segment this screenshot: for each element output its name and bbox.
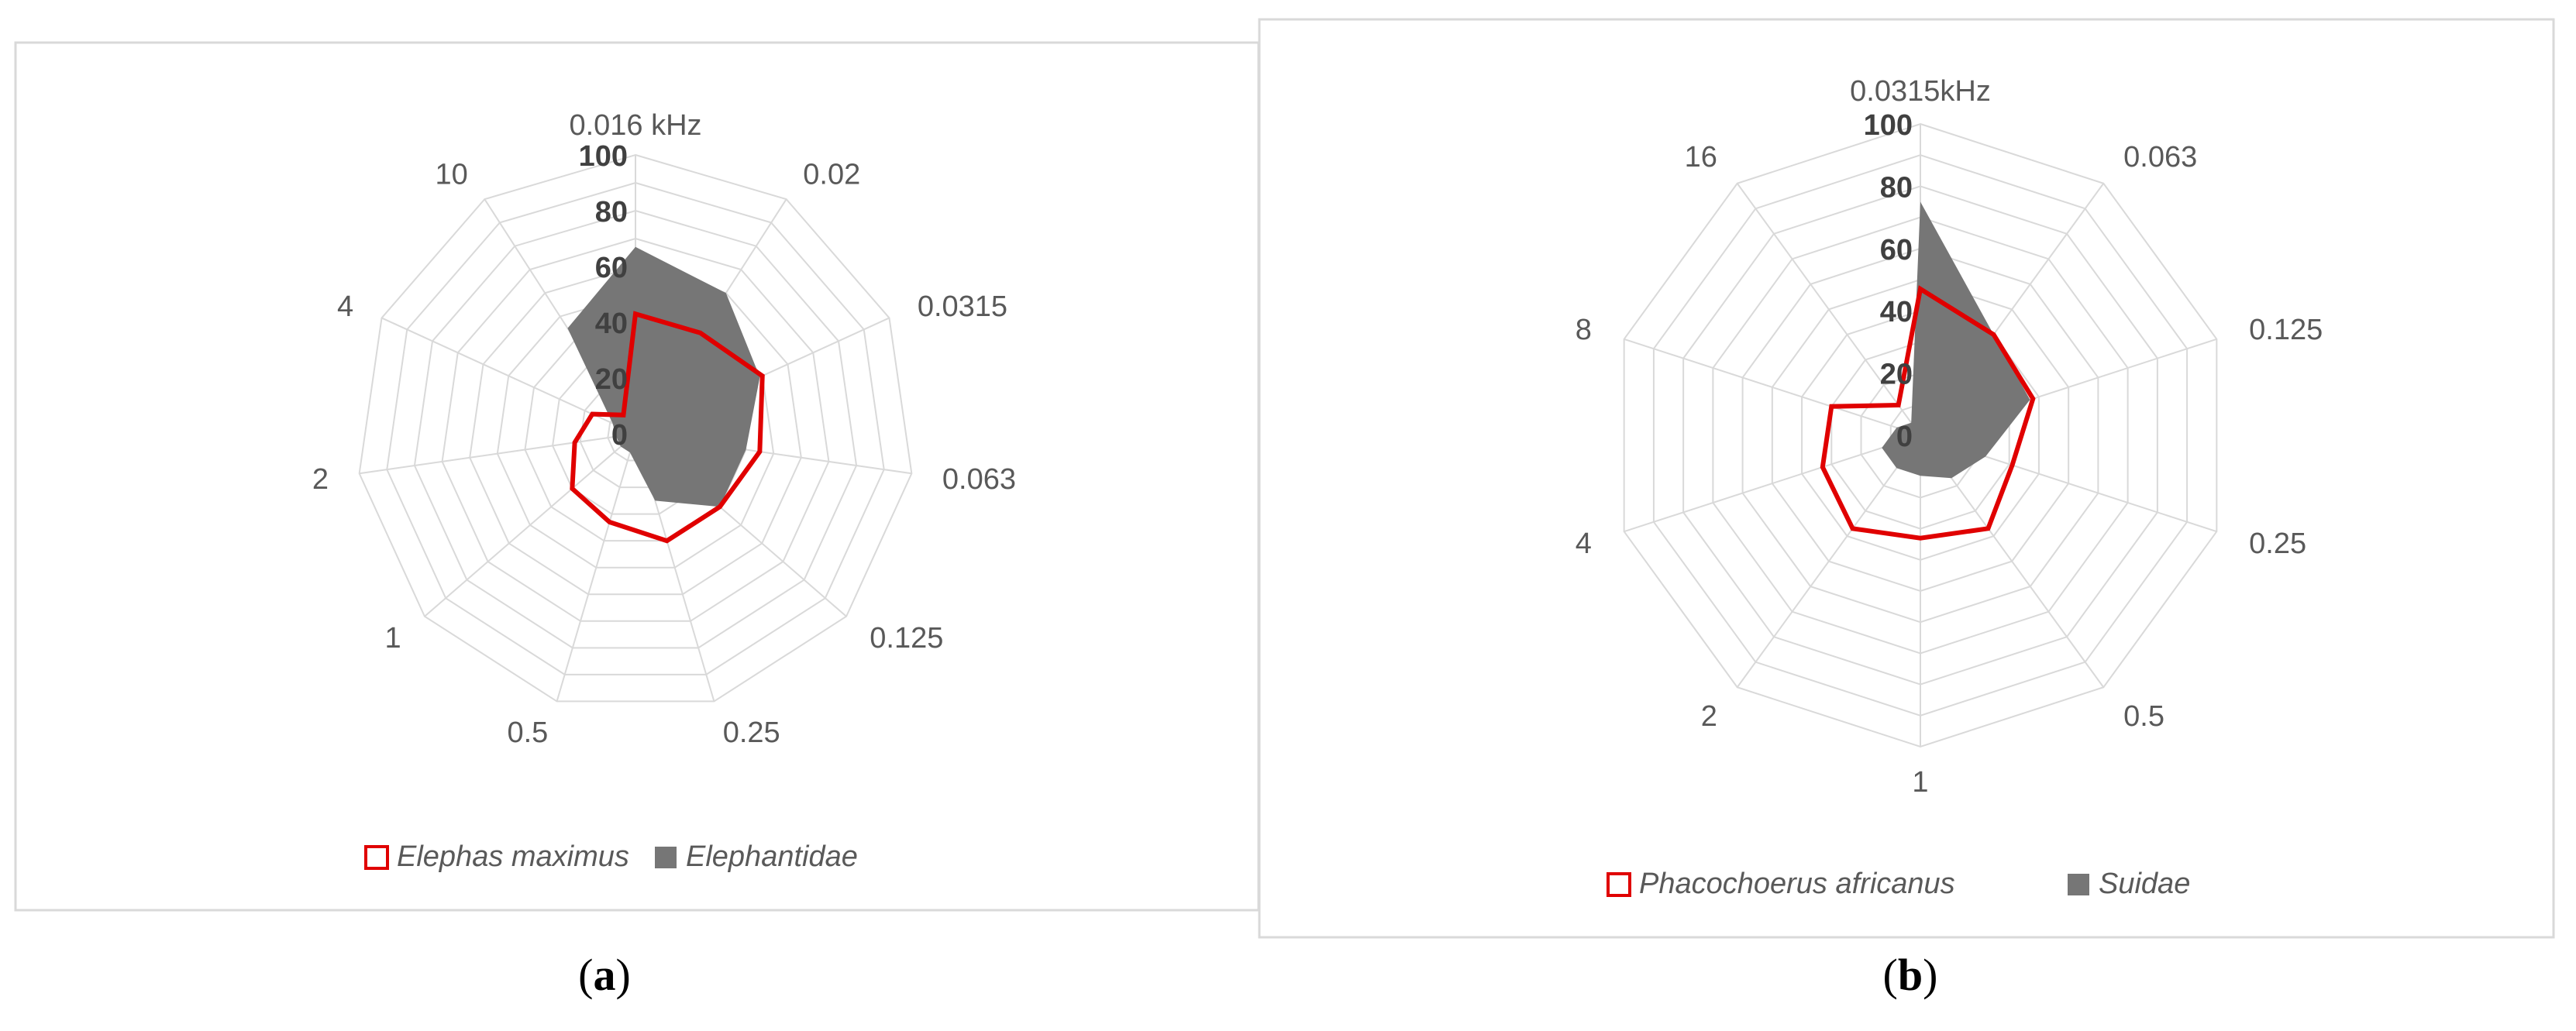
legend-swatch-phacochoerus-africanus bbox=[1607, 872, 1631, 897]
category-label-2: 2 bbox=[1701, 700, 1717, 733]
gridline-ring bbox=[358, 153, 913, 703]
radial-tick-0: 0 bbox=[611, 419, 628, 452]
chart-frame-a bbox=[14, 41, 1260, 912]
radial-tick-40: 40 bbox=[595, 308, 628, 340]
category-label-0-0315khz: 0.0315kHz bbox=[1850, 75, 1991, 108]
category-label-0-125: 0.125 bbox=[870, 622, 943, 655]
radar-chart-b: 0.0315kHz 0.063 0.125 0.25 0.5 1 2 4 8 16 0 20 40 60… bbox=[1258, 18, 2555, 939]
radial-ticks-a: 0 20 40 60 80 100 bbox=[579, 140, 628, 452]
panel-label-a-close: ) bbox=[615, 950, 631, 1000]
legend-swatch-suidae bbox=[2068, 874, 2089, 895]
category-labels-a: 0.016 kHz 0.02 0.0315 0.063 0.125 0.25 0.5 1 2 4 1… bbox=[312, 109, 1016, 749]
gridline-ring bbox=[441, 237, 830, 622]
category-label-4: 4 bbox=[1576, 528, 1592, 560]
radial-tick-60: 60 bbox=[1880, 234, 1913, 266]
series-outline-b bbox=[1820, 285, 2036, 541]
panel-label-b-letter: b bbox=[1897, 950, 1923, 1000]
category-label-0-5: 0.5 bbox=[2123, 700, 2164, 733]
category-label-0-063: 0.063 bbox=[942, 463, 1016, 496]
series-area-elephantidae bbox=[567, 246, 760, 507]
radial-tick-20: 20 bbox=[595, 363, 628, 396]
category-label-0-25: 0.25 bbox=[2249, 528, 2306, 560]
series-fill-b bbox=[1882, 201, 2030, 479]
legend-b: Phacochoerus africanus Suidae bbox=[1607, 868, 2190, 900]
panel-label-a-open: ( bbox=[578, 950, 594, 1000]
spoke-1 bbox=[424, 433, 636, 617]
category-label-0-5: 0.5 bbox=[507, 717, 548, 749]
spoke-8 bbox=[1624, 338, 1921, 436]
category-label-4: 4 bbox=[337, 290, 353, 323]
radial-tick-80: 80 bbox=[1880, 171, 1913, 204]
radial-tick-0: 0 bbox=[1896, 421, 1913, 453]
series-line-phacochoerus-africanus bbox=[1820, 285, 2036, 541]
series-outline-a bbox=[570, 311, 765, 544]
spoke-0-5 bbox=[556, 433, 636, 702]
gridline-ring bbox=[469, 265, 802, 596]
panel-label-b-close: ) bbox=[1923, 950, 1938, 1000]
category-label-1: 1 bbox=[1912, 766, 1928, 799]
series-fill-a bbox=[567, 246, 760, 507]
legend-swatch-elephas-maximus bbox=[364, 845, 389, 870]
legend-label-elephantidae: Elephantidae bbox=[686, 840, 858, 873]
category-label-0-016-khz: 0.016 kHz bbox=[569, 109, 701, 142]
radial-tick-100: 100 bbox=[1864, 109, 1913, 142]
radial-ticks-b: 0 20 40 60 80 100 bbox=[1864, 109, 1913, 453]
radial-tick-20: 20 bbox=[1880, 359, 1913, 391]
legend-label-elephas-maximus: Elephas maximus bbox=[397, 840, 629, 873]
legend-label-phacochoerus-africanus: Phacochoerus africanus bbox=[1639, 868, 1955, 900]
panel-label-a: (a) bbox=[527, 949, 682, 1001]
panel-label-b-open: ( bbox=[1882, 950, 1898, 1000]
chart-frame-b bbox=[1258, 18, 2555, 939]
category-label-16: 16 bbox=[1685, 141, 1717, 174]
radial-tick-60: 60 bbox=[595, 252, 628, 284]
legend-swatch-elephantidae bbox=[655, 847, 677, 868]
spoke-2 bbox=[359, 433, 636, 475]
spoke-2 bbox=[1736, 435, 1921, 688]
panel-label-a-letter: a bbox=[593, 950, 616, 1000]
legend-a: Elephas maximus Elephantidae bbox=[364, 840, 858, 873]
category-label-0-125: 0.125 bbox=[2249, 314, 2323, 346]
series-line-elephas-maximus bbox=[570, 311, 765, 544]
radial-tick-80: 80 bbox=[595, 196, 628, 229]
category-label-0-0315: 0.0315 bbox=[918, 290, 1007, 323]
category-label-2: 2 bbox=[312, 463, 329, 496]
panel-label-b: (b) bbox=[1833, 949, 1988, 1001]
radial-tick-40: 40 bbox=[1880, 296, 1913, 328]
category-label-0-02: 0.02 bbox=[803, 158, 860, 191]
category-label-8: 8 bbox=[1576, 314, 1592, 346]
radar-chart-a: 0.016 kHz 0.02 0.0315 0.063 0.125 0.25 0.5 1 2 4 1… bbox=[14, 41, 1260, 912]
category-label-10: 10 bbox=[435, 158, 467, 191]
gridline-ring bbox=[386, 181, 885, 675]
category-labels-b: 0.0315kHz 0.063 0.125 0.25 0.5 1 2 4 8 16 bbox=[1576, 75, 2323, 799]
category-label-0-063: 0.063 bbox=[2123, 141, 2197, 174]
category-label-0-25: 0.25 bbox=[723, 717, 780, 749]
spoke-4 bbox=[1624, 435, 1921, 533]
spoke-16 bbox=[1736, 183, 1921, 436]
category-label-1: 1 bbox=[385, 622, 401, 655]
radial-tick-100: 100 bbox=[579, 140, 628, 173]
gridline-ring bbox=[413, 209, 858, 649]
series-area-suidae bbox=[1882, 201, 2030, 479]
legend-label-suidae: Suidae bbox=[2099, 868, 2190, 900]
